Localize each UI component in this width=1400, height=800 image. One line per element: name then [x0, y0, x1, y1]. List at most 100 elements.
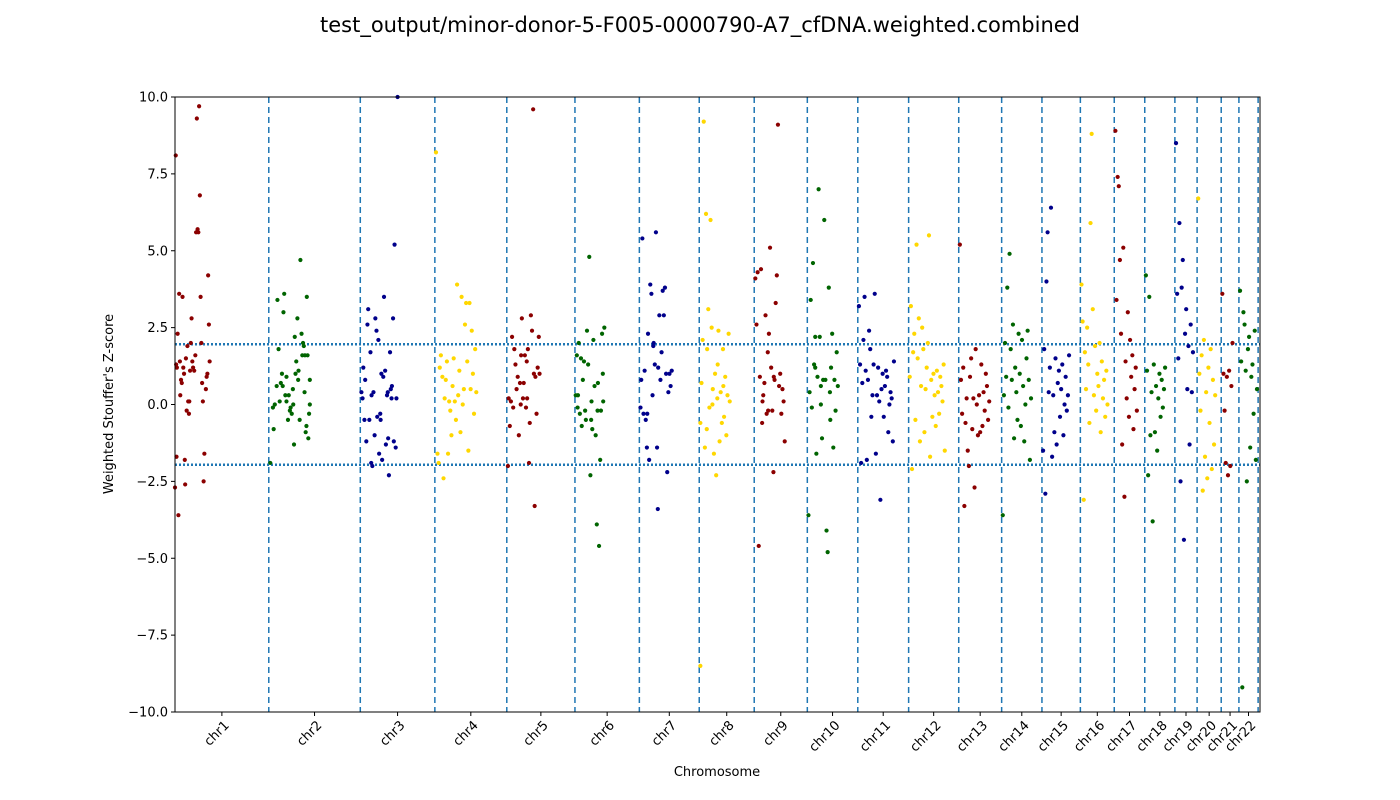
data-point-chr7	[655, 506, 660, 512]
data-point-chr2	[290, 387, 295, 392]
data-point-chr9	[766, 408, 771, 413]
data-point-chr21	[1221, 371, 1226, 376]
data-point-chr1	[193, 353, 198, 358]
data-point-chr10	[824, 528, 829, 533]
data-point-chr8	[710, 387, 715, 392]
data-point-chr14	[1008, 347, 1013, 352]
data-point-chr3	[367, 417, 372, 422]
data-point-chr3	[374, 328, 379, 333]
data-point-chr2	[272, 402, 277, 407]
data-point-chr5	[525, 396, 530, 401]
data-point-chr7	[654, 445, 660, 450]
data-point-chr10	[826, 285, 831, 290]
data-point-chr3	[381, 294, 387, 299]
data-point-chr4	[442, 396, 447, 401]
data-point-chr11	[859, 460, 864, 466]
data-point-chr2	[289, 411, 294, 416]
y-tick-label: −2.5	[136, 475, 168, 490]
data-point-chr10	[814, 451, 819, 456]
data-point-chr7	[642, 368, 647, 373]
data-point-chr16	[1085, 325, 1090, 330]
data-point-chr14	[1023, 402, 1028, 407]
data-point-chr21	[1223, 460, 1228, 466]
data-point-chr6	[590, 427, 595, 432]
data-point-chr8	[714, 473, 719, 478]
data-point-chr11	[857, 362, 863, 367]
y-tick-label: −5.0	[136, 552, 168, 567]
data-point-chr6	[592, 383, 597, 389]
data-point-chr17	[1129, 374, 1134, 379]
data-point-chr18	[1162, 365, 1168, 370]
data-point-chr3	[359, 390, 364, 395]
data-point-chr1	[177, 359, 182, 364]
data-point-chr13	[967, 374, 973, 379]
data-point-chr12	[929, 377, 934, 382]
data-point-chr9	[778, 371, 783, 376]
data-point-chr4	[436, 460, 441, 466]
data-point-chr16	[1105, 402, 1110, 407]
data-point-chr6	[595, 380, 601, 386]
data-point-chr17	[1123, 359, 1128, 364]
data-point-chr2	[283, 393, 288, 398]
data-point-chr1	[202, 451, 207, 456]
data-point-chr15	[1042, 347, 1047, 352]
data-point-chr6	[589, 399, 594, 404]
data-point-chr11	[872, 291, 877, 296]
x-tick-label-chr14: chr14	[996, 718, 1033, 755]
data-point-chr4	[467, 300, 472, 306]
y-tick-label: −10.0	[128, 706, 168, 721]
data-point-chr19	[1177, 220, 1182, 226]
data-point-chr6	[593, 433, 598, 438]
data-point-chr15	[1051, 393, 1056, 398]
data-point-chr2	[281, 310, 286, 315]
data-point-chr7	[647, 457, 652, 462]
data-point-chr16	[1087, 420, 1092, 426]
data-point-chr4	[460, 402, 465, 407]
data-point-chr11	[856, 304, 862, 309]
data-point-chr4	[456, 393, 461, 398]
x-axis-label: Chromosome	[674, 765, 760, 780]
data-point-chr10	[807, 390, 812, 395]
data-point-chr3	[369, 393, 374, 398]
data-point-chr2	[288, 405, 293, 410]
data-point-chr18	[1161, 387, 1167, 392]
data-point-chr13	[982, 408, 987, 413]
data-point-chr4	[435, 451, 440, 456]
data-point-chr3	[368, 350, 373, 355]
data-point-chr15	[1052, 430, 1057, 435]
data-point-chr2	[296, 368, 301, 373]
data-point-chr1	[182, 457, 187, 462]
data-point-chr5	[527, 420, 532, 426]
data-point-chr21	[1227, 368, 1232, 373]
data-point-chr4	[458, 430, 463, 435]
data-point-chr16	[1099, 359, 1104, 364]
plot-frame	[174, 96, 1261, 713]
data-point-chr14	[1009, 377, 1014, 382]
data-point-chr15	[1059, 387, 1064, 392]
data-point-chr2	[282, 291, 287, 296]
data-point-chr1	[183, 482, 188, 487]
data-point-chr4	[451, 356, 456, 361]
data-point-chr16	[1098, 430, 1103, 435]
data-point-chr18	[1146, 473, 1151, 478]
data-point-chr1	[181, 365, 186, 370]
data-point-chr10	[818, 402, 823, 407]
x-tick-label-chr3: chr3	[377, 718, 408, 749]
data-point-chr19	[1185, 387, 1190, 392]
data-point-chr1	[203, 387, 208, 392]
data-point-chr14	[1005, 285, 1010, 290]
data-point-chr3	[387, 350, 393, 355]
data-point-chr5	[537, 371, 542, 376]
data-point-chr1	[173, 153, 178, 158]
data-point-chr11	[864, 457, 869, 462]
data-point-chr6	[601, 399, 606, 404]
data-point-chr13	[980, 423, 985, 429]
data-point-chr9	[760, 399, 765, 404]
data-point-chr10	[835, 383, 840, 389]
data-point-chr17	[1134, 408, 1139, 413]
data-point-chr17	[1122, 494, 1127, 499]
data-point-chr9	[771, 470, 776, 475]
data-point-chr10	[813, 334, 818, 339]
data-point-chr17	[1118, 331, 1124, 336]
data-point-chr9	[765, 350, 770, 355]
